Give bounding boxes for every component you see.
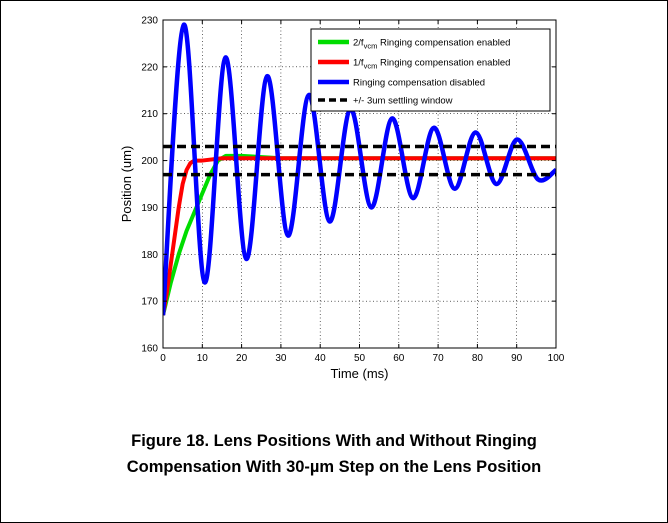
y-tick-label: 180 [141, 250, 158, 261]
legend-entry-label: +/- 3um settling window [353, 96, 453, 107]
x-tick-label: 90 [511, 353, 523, 364]
y-tick-label: 230 [141, 16, 158, 27]
x-tick-label: 20 [236, 353, 248, 364]
series-uncompensated-line [163, 22, 556, 316]
x-tick-label: 100 [548, 353, 565, 364]
figure-caption: Figure 18. Lens Positions With and Witho… [40, 428, 628, 480]
caption-line-2: Compensation With 30-µm Step on the Lens… [126, 458, 542, 476]
y-tick-label: 190 [141, 203, 158, 214]
y-tick-label: 210 [141, 109, 158, 120]
x-axis-label: Time (ms) [330, 366, 388, 381]
series-1fvcm-line [163, 156, 556, 316]
y-tick-label: 160 [141, 344, 158, 355]
y-tick-label: 200 [141, 156, 158, 167]
legend-entry-label: 1/fvcm Ringing compensation enabled [353, 58, 510, 71]
x-tick-label: 30 [275, 353, 287, 364]
y-tick-label: 170 [141, 297, 158, 308]
legend-box [310, 28, 551, 112]
x-tick-label: 50 [354, 353, 366, 364]
x-tick-label: 60 [393, 353, 405, 364]
x-tick-label: 40 [315, 353, 327, 364]
x-tick-label: 0 [160, 353, 166, 364]
x-tick-label: 80 [472, 353, 484, 364]
caption-line-1: Figure 18. Lens Positions With and Witho… [131, 432, 537, 450]
x-tick-label: 70 [433, 353, 445, 364]
line-chart: 0 10 20 30 40 50 60 70 80 90 100 160 170 180 190 200 210… [119, 16, 565, 382]
y-tick-label: 220 [141, 62, 158, 73]
legend-entry-label: 2/fvcm Ringing compensation enabled [353, 38, 510, 51]
legend-entry-label: Ringing compensation disabled [353, 78, 485, 89]
y-axis-label: Position (um) [119, 146, 134, 223]
x-tick-label: 10 [197, 353, 209, 364]
